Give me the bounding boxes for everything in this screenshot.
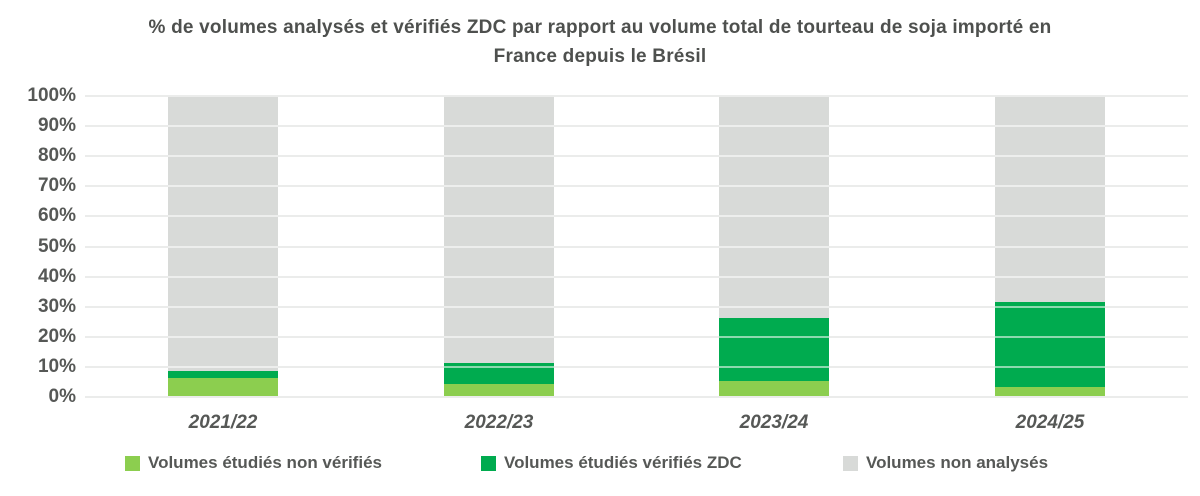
bar-segment [168, 370, 278, 379]
gridline-highlight [85, 125, 1188, 127]
y-axis-tick-label: 20% [37, 326, 76, 347]
y-axis-tick-label: 100% [27, 85, 76, 106]
y-axis-tick-label: 90% [37, 115, 76, 136]
gridline-highlight [85, 155, 1188, 157]
x-axis-category-label: 2021/22 [188, 412, 258, 433]
x-axis-category-label: 2023/24 [739, 412, 809, 433]
gridline-highlight [85, 276, 1188, 278]
bar-segment [444, 97, 554, 364]
y-axis-tick-label: 40% [37, 266, 76, 287]
gridline-highlight [85, 396, 1188, 398]
gridline-highlight [85, 185, 1188, 187]
bar-segment [995, 301, 1105, 388]
x-axis-category-label: 2024/25 [1015, 412, 1085, 433]
legend-item-label: Volumes non analysés [866, 453, 1049, 472]
legend-item: Volumes étudiés non vérifiés [125, 453, 382, 473]
bar-segment [444, 384, 554, 396]
gridline-highlight [85, 366, 1188, 368]
gridline-highlight [85, 95, 1188, 97]
legend-color-swatch [843, 455, 858, 471]
y-axis-tick-label: 30% [37, 296, 76, 317]
chart-legend: Volumes étudiés non vérifiés Volumes étud… [0, 453, 1200, 481]
legend-item-label: Volumes étudiés non vérifiés [148, 453, 382, 472]
y-axis-tick-label: 50% [37, 236, 76, 257]
gridline-highlight [85, 215, 1188, 217]
y-axis-tick-label: 10% [37, 356, 76, 377]
chart-title: % de volumes analysés et vérifiés ZDC pa… [148, 17, 1052, 68]
y-axis-tick-label: 80% [37, 145, 76, 166]
bar-segment [995, 97, 1105, 302]
legend-item-label: Volumes étudiés vérifiés ZDC [504, 453, 742, 472]
y-axis-tick-label: 60% [37, 205, 76, 226]
bar-segment [444, 363, 554, 385]
bar-column-2021-22 [168, 97, 278, 396]
bar-column-2022-23 [444, 97, 554, 396]
legend-item: Volumes non analysés [843, 453, 1048, 473]
bar-segment [995, 387, 1105, 396]
legend-item: Volumes étudiés vérifiés ZDC [481, 453, 742, 473]
y-axis-tick-label: 70% [37, 175, 76, 196]
bar-column-2023-24 [719, 97, 829, 396]
bar-segment [719, 97, 829, 319]
y-axis-tick-label: 0% [48, 386, 76, 407]
bar-segment [168, 378, 278, 396]
gridline-highlight [85, 246, 1188, 248]
legend-color-swatch [125, 455, 140, 471]
bar-segment [168, 97, 278, 371]
bar-segment [719, 381, 829, 396]
gridline-highlight [85, 336, 1188, 338]
gridline-highlight [85, 306, 1188, 308]
bar-column-2024-25 [995, 97, 1105, 396]
legend-color-swatch [481, 455, 496, 471]
bar-segment [719, 318, 829, 382]
plot-area [85, 95, 1188, 398]
x-axis-category-label: 2022/23 [464, 412, 534, 433]
